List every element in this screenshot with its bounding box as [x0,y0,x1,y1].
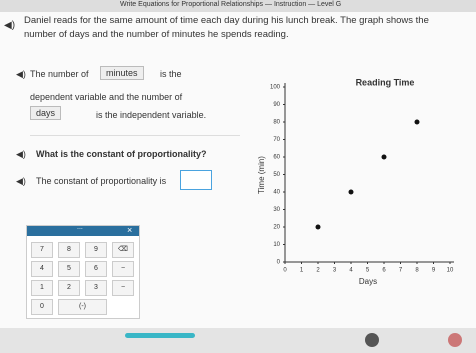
y-tick-label: 70 [273,137,280,143]
y-axis-label: Time (min) [257,156,266,194]
progress-bar [125,333,195,338]
keypad-key[interactable]: 8 [58,242,80,258]
header-title: Write Equations for Proportional Relatio… [120,1,342,8]
keypad-key[interactable]: 9 [85,242,107,258]
prompt: Daniel reads for the same amount of time… [24,15,429,40]
keypad-key[interactable]: 0 [31,299,53,315]
keypad-close[interactable]: × [127,225,133,235]
keypad-key[interactable]: 1 [31,280,53,296]
y-tick-label: 10 [273,242,280,248]
header-bar [0,0,476,12]
keypad-key[interactable]: 5 [58,261,80,277]
statement-text: is the independent variable. [96,110,207,120]
keypad-key[interactable]: 7 [31,242,53,258]
x-tick-label: 10 [447,268,454,274]
point [381,154,387,160]
point [315,224,321,230]
x-tick-label: 5 [366,268,370,274]
x-axis-label: Days [359,277,377,286]
statement-text: The number of [30,69,89,79]
x-tick-label: 4 [349,268,353,274]
point [414,119,420,125]
y-tick-label: 40 [273,190,280,196]
x-tick-label: 2 [316,268,320,274]
statement-text: is the [160,69,182,79]
y-tick-label: 100 [270,85,281,91]
y-tick-label: 0 [277,260,281,266]
keypad-menu[interactable]: ... [77,224,83,231]
keypad-key[interactable]: − [112,280,134,296]
keypad: ... × 7 8 9 ⌫ 4 5 6− 1 2 3− 0 (-) [26,224,140,319]
pause-button[interactable] [365,333,379,347]
x-tick-label: 1 [300,268,304,274]
answer-dropdown[interactable]: minutes [100,66,144,80]
toolbar [0,328,476,353]
y-tick-label: 80 [273,120,280,126]
next-button[interactable] [448,333,462,347]
keypad-key[interactable]: 2 [58,280,80,296]
x-tick-label: 7 [399,268,403,274]
keypad-key[interactable]: 6 [85,261,107,277]
keypad-key[interactable]: ⌫ [112,242,134,258]
y-tick-label: 60 [273,155,280,161]
chart-title: Reading Time [356,77,415,87]
y-tick-label: 50 [273,172,280,178]
x-tick-label: 8 [415,268,419,274]
keypad-key[interactable]: − [112,261,134,277]
answer-prompt: The constant of proportionality is [36,176,167,186]
keypad-key[interactable]: 4 [31,261,53,277]
chart: Reading Time Days Time (min) 01020304050… [257,77,454,286]
x-tick-label: 3 [333,268,337,274]
point [348,189,354,195]
answer-dropdown[interactable]: days [30,106,62,120]
y-tick-label: 20 [273,225,280,231]
x-tick-label: 0 [283,268,287,274]
y-tick-label: 90 [273,102,280,108]
keypad-key[interactable]: 3 [85,280,107,296]
x-tick-label: 9 [432,268,436,274]
x-tick-label: 6 [382,268,386,274]
y-tick-label: 30 [273,207,280,213]
question: What is the constant of proportionality? [36,149,207,159]
keypad-key[interactable]: (-) [58,299,107,315]
answer-input[interactable] [180,170,212,190]
statement-text: dependent variable and the number of [30,92,183,102]
